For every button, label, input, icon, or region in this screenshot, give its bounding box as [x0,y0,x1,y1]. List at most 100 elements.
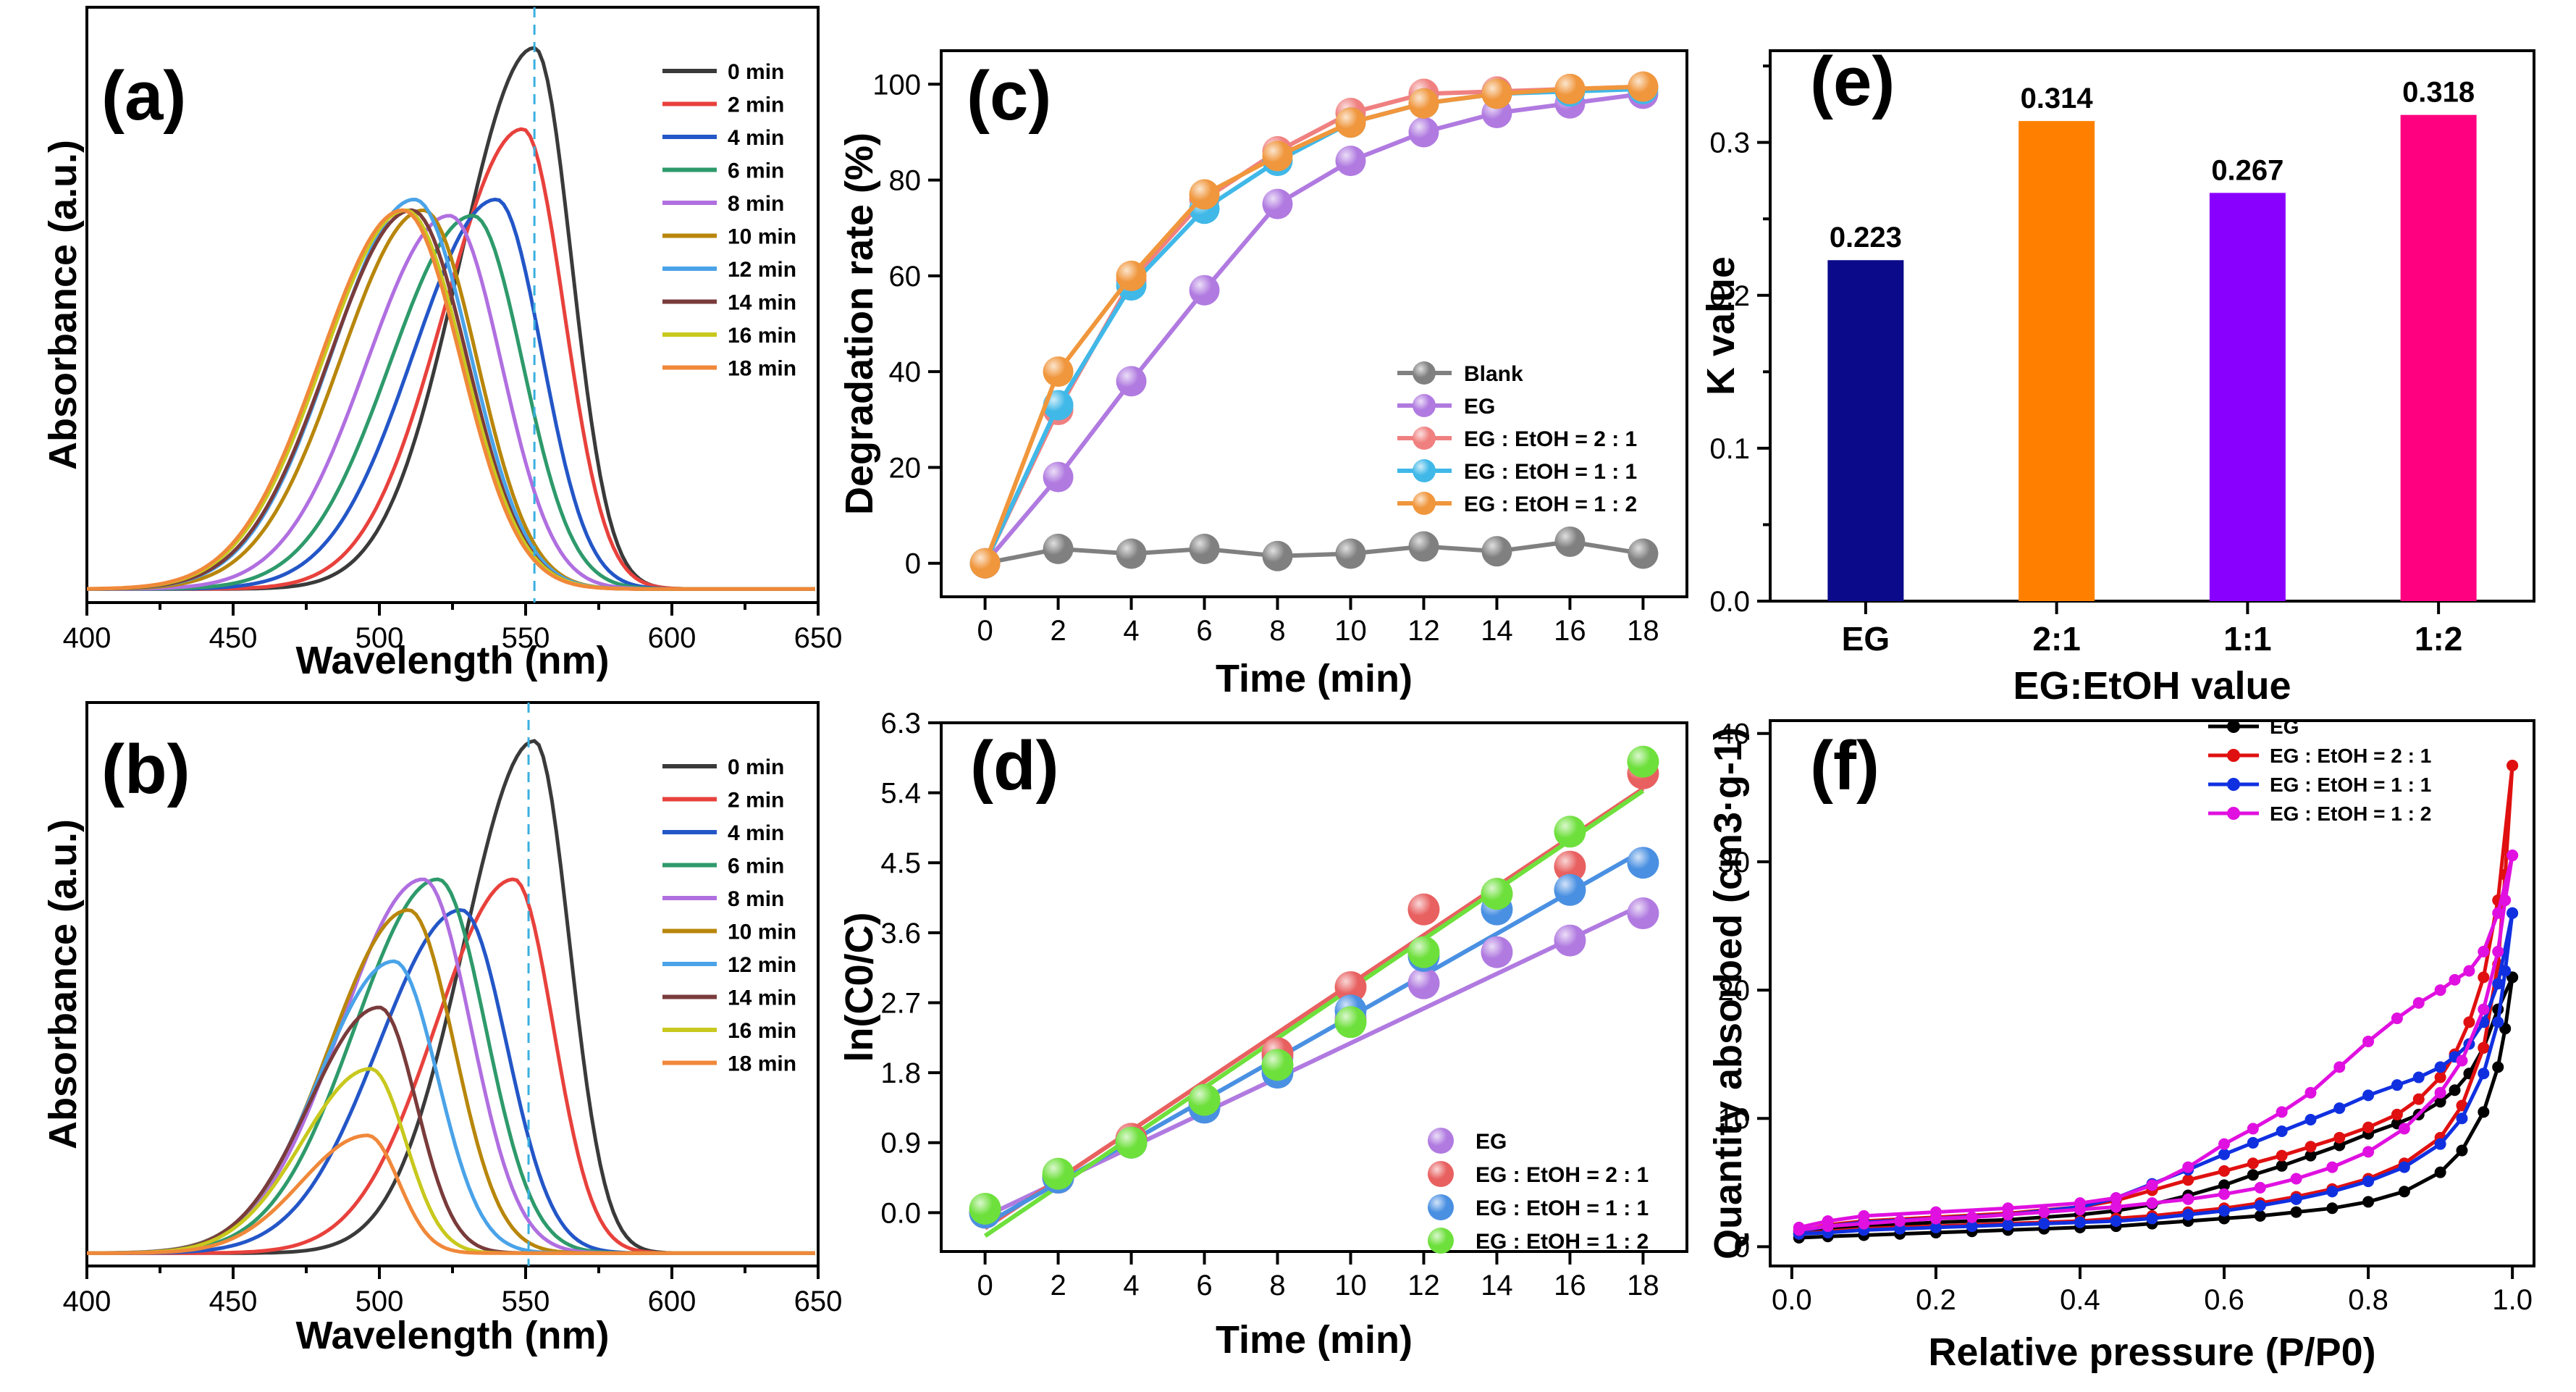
x-tick-label: 550 [502,622,550,654]
x-tick-label: 2 [1050,615,1066,647]
x-tick-label: 18 [1627,615,1659,647]
panel-label: (f) [1810,727,1880,805]
legend-label: EG : EtOH = 1 : 2 [1476,1230,1649,1254]
isotherm-ads-line [1798,913,2514,1236]
isotherm-point [2398,1123,2410,1135]
isotherm-point [2463,965,2475,977]
isotherm-ads-line [1798,855,2514,1232]
data-point [1554,816,1586,848]
isotherm-point [2434,1166,2446,1178]
isotherm-point [2362,1196,2375,1208]
category-label: 1:1 [2223,620,2271,658]
x-axis-label: EG:EtOH value [2013,664,2291,708]
legend-label: 8 min [728,887,784,911]
bar-data-label: 0.267 [2211,154,2284,186]
y-tick-label: 30 [1718,847,1751,879]
plot-frame [940,721,1688,1253]
panel-b: (b) Wavelength (nm) Absorbance (a.u.) 400 45… [41,701,842,1357]
legend-marker [2227,720,2240,733]
spectrum-line [87,127,815,591]
bar [2209,193,2286,601]
legend-marker [1413,394,1436,417]
x-tick-label: 600 [648,1286,696,1317]
data-point [1627,847,1659,879]
isotherm-point [2434,1096,2446,1108]
panel-e: (e) EG:EtOH value K value EG 0.223 2:1 0.314 1:… [1699,43,2535,708]
panel-label: (a) [101,57,186,135]
isotherm-point [2110,1201,2122,1213]
data-point [1554,850,1586,883]
y-tick-label: 3.6 [880,918,921,949]
data-point [1481,536,1512,567]
x-tick-label: 10 [1334,1270,1367,1301]
isotherm-point [2002,1219,2014,1231]
data-point [1261,1049,1294,1081]
isotherm-point [1822,1215,1834,1227]
isotherm-point [2412,1093,2425,1105]
isotherm-point [2412,997,2425,1009]
isotherm-point [2391,1012,2403,1025]
data-point [1115,1126,1148,1159]
y-tick-label: 2.7 [880,987,921,1019]
isotherm-point [2456,1144,2468,1157]
series-line [982,84,1643,564]
y-tick-label: 20 [1718,975,1751,1007]
isotherm-point [2434,984,2446,997]
isotherm-point [2218,1148,2231,1160]
isotherm-point [2434,1071,2446,1083]
legend-label: EG : EtOH = 2 : 1 [2270,745,2431,767]
y-tick-label: 40 [889,356,922,388]
legend-label: 18 min [728,357,796,381]
isotherm-point [2182,1161,2194,1173]
isotherm-point [2492,907,2504,919]
isotherm-point [2218,1204,2231,1217]
isotherm-point [2492,978,2504,990]
plot-frame [940,49,1688,598]
data-point [1554,924,1586,957]
legend-label: 18 min [728,1052,796,1076]
data-point [1627,897,1659,930]
isotherm-point [2449,1084,2461,1097]
x-tick-label: 6 [1196,615,1212,647]
data-point [1189,179,1220,210]
isotherm-point [1929,1221,1942,1233]
legend-label: 0 min [728,755,784,779]
isotherm-point [2492,1061,2504,1073]
x-tick-label: 650 [794,622,843,654]
isotherm-point [2434,1086,2446,1099]
data-point [1408,531,1439,562]
spectrum-line [87,907,815,1255]
y-tick-label: 0 [1734,1231,1750,1263]
legend-label: 0 min [728,60,784,84]
data-point [1189,533,1220,564]
x-axis-label: Time (min) [1216,1318,1413,1362]
data-point [1116,366,1147,397]
isotherm-point [2290,1193,2302,1205]
y-tick-label: 20 [889,452,922,484]
legend-marker [1428,1128,1454,1154]
legend-label: 10 min [728,225,796,249]
legend-label: EG : EtOH = 2 : 1 [1464,427,1637,451]
data-point [1334,971,1367,1003]
isotherm-point [2247,1157,2259,1170]
legend-label: EG [1476,1130,1507,1154]
isotherm-point [2362,1121,2375,1133]
isotherm-point [2434,1138,2446,1150]
legend-marker [1413,459,1436,482]
isotherm-point [2146,1179,2158,1191]
y-axis-label: ln(C0/C) [838,913,881,1062]
data-point [1628,71,1659,102]
legend-label: EG : EtOH = 1 : 1 [1476,1196,1649,1220]
isotherm-point [2304,1114,2317,1126]
x-tick-label: 500 [355,1286,404,1317]
isotherm-point [2362,1035,2375,1047]
x-tick-label: 18 [1627,1270,1659,1301]
isotherm-point [2218,1165,2231,1177]
isotherm-point [2506,907,2519,919]
data-point [1408,88,1439,119]
y-tick-label: 0.1 [1709,433,1750,465]
isotherm-point [2110,1215,2122,1227]
isotherm-point [2304,1086,2317,1099]
x-tick-label: 0.6 [2204,1284,2244,1316]
legend-marker [1413,492,1436,515]
